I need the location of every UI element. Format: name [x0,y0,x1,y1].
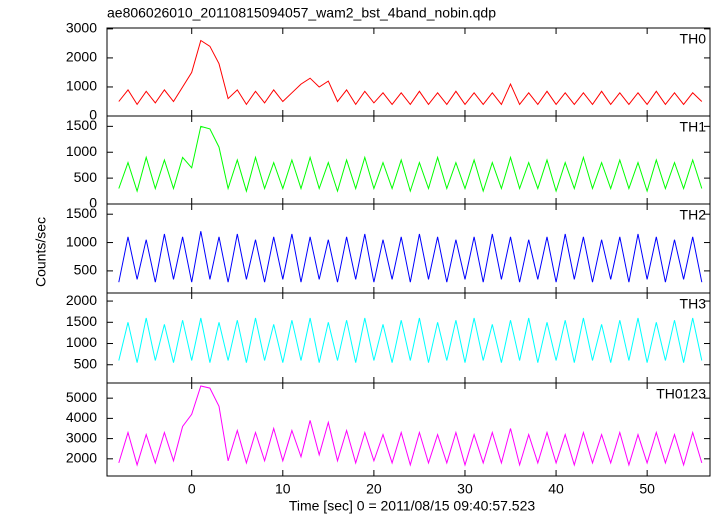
panel-label: TH3 [680,296,707,312]
x-tick-label: 40 [548,481,564,497]
y-tick-label: 500 [74,262,98,278]
y-tick-label: 4000 [66,409,97,425]
y-tick-label: 1500 [66,313,97,329]
x-tick-label: 10 [275,481,291,497]
y-tick-label: 1500 [66,205,97,221]
y-tick-label: 2000 [66,292,97,308]
x-tick-label: 30 [457,481,473,497]
chart-title: ae806026010_20110815094057_wam2_bst_4ban… [107,5,496,21]
y-tick-label: 2000 [66,49,97,65]
light-curve [118,317,703,363]
y-tick-label: 1000 [66,143,97,159]
y-tick-label: 0 [89,107,97,123]
light-curve [118,231,703,283]
y-tick-label: 2000 [66,450,97,466]
x-tick-label: 20 [366,481,382,497]
panel-label: TH0123 [656,386,706,402]
light-curve [118,385,703,467]
panel-frame [106,382,711,477]
y-tick-label: 500 [74,169,98,185]
y-tick-label: 1000 [66,334,97,350]
panel-label: TH1 [680,119,707,135]
panel-frame [106,292,711,384]
x-axis-label: Time [sec] 0 = 2011/08/15 09:40:57.523 [289,498,536,514]
x-tick-label: 0 [188,481,196,497]
y-axis-label: Counts/sec [33,217,49,287]
y-tick-label: 1500 [66,117,97,133]
y-tick-label: 5000 [66,389,97,405]
x-tick-label: 50 [639,481,655,497]
y-tick-label: 0 [89,195,97,211]
light-curve [118,125,703,193]
light-curve [118,39,703,106]
panel-label: TH2 [680,207,707,223]
y-tick-label: 3000 [66,20,97,36]
y-tick-label: 3000 [66,429,97,445]
y-tick-label: 1000 [66,233,97,249]
y-tick-label: 1000 [66,78,97,94]
panel-label: TH0 [680,31,707,47]
y-tick-label: 500 [74,355,98,371]
